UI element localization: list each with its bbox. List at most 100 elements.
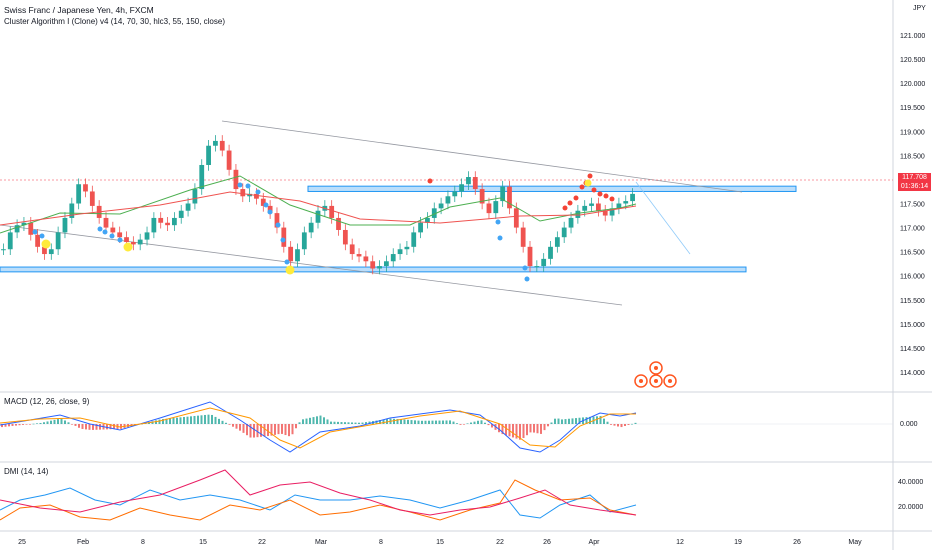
macd-histogram-bar <box>284 424 287 436</box>
candle-body <box>623 201 629 204</box>
trend-line-lower[interactable] <box>0 224 623 306</box>
macd-histogram-bar <box>613 424 616 426</box>
macd-histogram-bar <box>319 415 322 424</box>
macd-histogram-bar <box>379 420 381 424</box>
macd-histogram-bar <box>477 420 479 424</box>
macd-histogram-bar <box>396 419 399 424</box>
macd-histogram-bar <box>95 424 98 430</box>
macd-histogram-bar <box>207 414 210 424</box>
candle-body <box>55 232 61 250</box>
strong-buy-signal-dot <box>41 239 51 249</box>
macd-histogram-bar <box>501 424 504 435</box>
buy-signal-dot <box>97 226 103 232</box>
macd-histogram-bar <box>498 424 500 433</box>
price-tick: 114.500 <box>900 346 925 353</box>
candle-body <box>158 217 164 223</box>
buy-signal-dot <box>497 235 503 241</box>
time-tick: Apr <box>589 539 601 546</box>
candle-body <box>589 203 594 206</box>
macd-histogram-bar <box>585 417 588 424</box>
macd-histogram-bar <box>246 424 248 436</box>
macd-histogram-bar <box>1 424 3 428</box>
macd-histogram-bar <box>431 420 434 424</box>
sell-signal-dot <box>579 184 585 190</box>
macd-histogram-bar <box>575 418 577 424</box>
price-tick: 117.000 <box>900 226 925 233</box>
macd-histogram-bar <box>193 415 196 424</box>
macd-histogram-bar <box>92 424 94 430</box>
last-price-tag: 117.708 01:36:14 <box>898 173 931 191</box>
macd-histogram-bar <box>281 424 283 434</box>
macd-histogram-bar <box>232 424 234 427</box>
candle-body <box>452 191 458 197</box>
macd-histogram-bar <box>407 419 409 424</box>
macd-histogram-bar <box>361 422 364 424</box>
time-axis-labels[interactable]: 25 Feb 8 15 22 Mar 8 15 22 26 Apr 12 19 26 May <box>18 539 862 546</box>
macd-histogram-bar <box>211 414 213 424</box>
macd-histogram-bar <box>473 421 476 424</box>
chart-title[interactable]: Swiss Franc / Japanese Yen, 4h, FXCM <box>4 5 154 15</box>
buy-signal-dot <box>117 237 123 243</box>
signal-dots <box>32 173 615 282</box>
trend-line-upper[interactable] <box>221 120 743 193</box>
candle-body <box>315 210 321 223</box>
candle-body <box>62 217 68 233</box>
candle-body <box>137 239 143 245</box>
macd-axis-tick: 0.000 <box>900 421 918 428</box>
macd-histogram-bar <box>78 424 80 428</box>
candle-body <box>42 246 47 255</box>
time-tick: May <box>848 539 862 546</box>
resistance-zone[interactable] <box>307 185 797 192</box>
candle-body <box>301 232 307 250</box>
bar-countdown: 01:36:14 <box>900 183 929 190</box>
projection-line[interactable] <box>635 181 691 255</box>
macd-histogram-bar <box>634 422 637 424</box>
macd-histogram-bar <box>221 420 224 424</box>
candle-body <box>151 217 157 233</box>
macd-histogram-bar <box>536 424 539 434</box>
candle-body <box>124 237 129 243</box>
candle-body <box>226 150 232 170</box>
macd-histogram-bar <box>74 424 77 426</box>
dmi-legend[interactable]: DMI (14, 14) <box>4 467 49 476</box>
candle-body <box>254 193 259 199</box>
macd-histogram-bar <box>235 424 238 429</box>
time-tick: 22 <box>496 539 504 546</box>
macd-histogram-bar <box>564 419 567 424</box>
buy-signal-dot <box>39 233 45 239</box>
macd-histogram-bar <box>589 416 591 424</box>
macd-histogram-bar <box>11 424 14 426</box>
macd-legend[interactable]: MACD (12, 26, close, 9) <box>4 397 90 406</box>
last-price-value: 117.708 <box>902 174 927 181</box>
macd-histogram-bar <box>480 420 483 424</box>
macd-histogram-bar <box>228 424 231 425</box>
indicator-legend[interactable]: Cluster Algorithm I (Clone) v4 (14, 70, … <box>4 17 225 26</box>
candle-body <box>103 217 109 228</box>
macd-histogram-bar <box>354 422 357 424</box>
macd-histogram-bar <box>225 422 227 424</box>
macd-histogram-bar <box>200 415 203 424</box>
macd-histogram-bar <box>452 421 455 424</box>
candle-body <box>336 217 341 230</box>
price-axis-labels[interactable]: 121.000 120.500 120.000 119.500 119.000 118.5… <box>900 33 925 377</box>
candle-body <box>541 258 547 267</box>
macd-histogram-bar <box>25 424 28 425</box>
macd-histogram-bar <box>99 424 101 430</box>
candle-body <box>616 203 622 209</box>
macd-histogram-bar <box>176 417 178 424</box>
macd-histogram-bar <box>260 424 262 437</box>
macd-histogram-bar <box>596 416 598 424</box>
macd-histogram-bar <box>330 421 332 424</box>
macd-histogram-bar <box>610 424 612 425</box>
candle-body <box>178 210 184 218</box>
macd-histogram-bar <box>438 420 441 424</box>
cluster-target-icon[interactable] <box>634 361 677 388</box>
candle-body <box>527 246 533 267</box>
macd-histogram-bar <box>522 424 525 438</box>
macd-histogram-bar <box>333 421 336 424</box>
macd-histogram-bar <box>267 424 269 437</box>
macd-histogram-bar <box>106 424 108 430</box>
macd-histogram-bar <box>515 424 518 439</box>
strong-buy-signal-dot <box>285 265 295 275</box>
